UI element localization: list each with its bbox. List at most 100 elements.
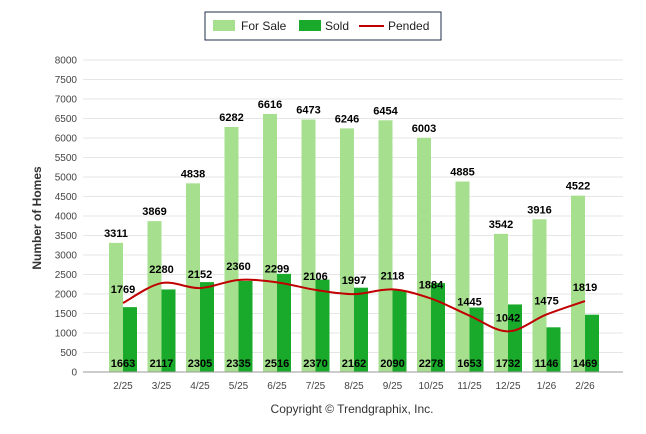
- for-sale-bar: [455, 181, 470, 372]
- for-sale-bar: [494, 233, 508, 372]
- pended-data-label: 1475: [534, 295, 558, 307]
- y-tick-label: 500: [60, 348, 77, 359]
- x-tick-label: 2/25: [113, 381, 133, 392]
- sold-bar: [123, 307, 137, 372]
- y-tick-label: 4000: [55, 212, 78, 223]
- for-sale-bar: [224, 127, 239, 372]
- for-sale-bar: [186, 183, 200, 372]
- for-sale-bar: [532, 219, 547, 372]
- y-tick-label: 5500: [55, 153, 78, 164]
- sold-bar: [508, 304, 522, 372]
- for-sale-bar: [301, 119, 316, 372]
- sold-bars: [123, 273, 599, 372]
- legend-box: [204, 11, 442, 41]
- legend: For Sale Sold Pended: [204, 11, 442, 41]
- for-sale-data-label: 6282: [219, 112, 243, 124]
- pended-data-label: 2299: [265, 263, 289, 275]
- for-sale-data-label: 3311: [104, 228, 128, 240]
- for-sale-data-label: 3869: [142, 206, 166, 218]
- for-sale-data-label: 4522: [566, 181, 590, 193]
- x-tick-label: 1/26: [537, 381, 557, 392]
- y-tick-label: 2000: [55, 290, 78, 301]
- sold-data-label: 1469: [573, 358, 597, 370]
- sold-bar: [277, 273, 291, 372]
- pended-data-label: 2152: [188, 269, 212, 281]
- legend-label-sold: Sold: [325, 19, 349, 33]
- sold-data-label: 1732: [496, 358, 520, 370]
- sold-bar: [354, 287, 368, 372]
- sold-data-label: 2335: [226, 358, 250, 370]
- y-tick-label: 1500: [55, 309, 78, 320]
- y-tick-label: 6500: [55, 114, 78, 125]
- y-tick-label: 7000: [55, 95, 78, 106]
- pended-data-label: 1445: [457, 297, 481, 309]
- legend-swatch-sold: [299, 20, 321, 31]
- y-tick-label: 3500: [55, 231, 78, 242]
- x-tick-label: 2/26: [575, 381, 595, 392]
- legend-label-pended: Pended: [388, 19, 429, 33]
- sold-data-label: 1146: [535, 358, 559, 370]
- pended-data-label: 2106: [303, 271, 327, 283]
- for-sale-bar: [109, 242, 123, 372]
- sold-data-label: 2278: [419, 358, 443, 370]
- y-axis-title: Number of Homes: [30, 166, 44, 270]
- y-tick-label: 7500: [55, 75, 78, 86]
- for-sale-bar: [263, 113, 277, 372]
- sold-bar: [392, 290, 407, 372]
- x-tick-label: 11/25: [457, 381, 482, 392]
- y-tick-label: 3000: [55, 251, 78, 262]
- x-axis-ticks: 2/25 3/25 4/25 5/25 6/25 7/25 8/25 9/25 10/25 11/…: [113, 381, 595, 392]
- x-tick-label: 8/25: [344, 381, 364, 392]
- sold-bar: [315, 279, 330, 372]
- y-tick-label: 0: [71, 368, 77, 379]
- data-labels: 3311 1663 1769 3869 2117 2280 4838 2305 2152 6282…: [104, 99, 597, 370]
- for-sale-data-label: 3542: [489, 219, 513, 231]
- for-sale-data-label: 6473: [296, 105, 320, 117]
- y-tick-label: 5000: [55, 173, 78, 184]
- for-sale-bar: [378, 120, 393, 372]
- x-tick-label: 3/25: [152, 381, 172, 392]
- sold-data-label: 2370: [303, 358, 327, 370]
- sold-bar: [161, 289, 176, 372]
- x-tick-label: 9/25: [383, 381, 403, 392]
- sold-data-label: 2305: [188, 358, 212, 370]
- pended-data-label: 1042: [496, 312, 520, 324]
- sold-bar: [238, 280, 253, 372]
- y-tick-label: 2500: [55, 270, 78, 281]
- sold-data-label: 2162: [342, 358, 366, 370]
- pended-data-label: 1997: [342, 275, 366, 287]
- sold-bar: [546, 327, 561, 372]
- legend-label-for-sale: For Sale: [241, 19, 287, 33]
- sold-data-label: 1663: [111, 358, 135, 370]
- y-tick-label: 6000: [55, 134, 78, 145]
- sold-bar: [469, 307, 484, 372]
- sold-data-label: 1653: [457, 358, 481, 370]
- x-tick-label: 6/25: [267, 381, 287, 392]
- legend-swatch-for-sale: [213, 20, 235, 31]
- sold-data-label: 2516: [265, 358, 289, 370]
- x-tick-label: 5/25: [229, 381, 249, 392]
- for-sale-data-label: 4838: [181, 168, 205, 180]
- for-sale-bars: [109, 113, 585, 372]
- pended-data-label: 1884: [419, 280, 444, 292]
- x-tick-label: 7/25: [306, 381, 326, 392]
- for-sale-data-label: 6246: [335, 113, 359, 125]
- for-sale-data-label: 4885: [450, 166, 474, 178]
- pended-data-label: 2360: [226, 261, 250, 273]
- for-sale-data-label: 6616: [258, 99, 282, 111]
- for-sale-data-label: 6003: [412, 123, 436, 135]
- sold-bar: [585, 314, 599, 372]
- pended-data-label: 1819: [573, 282, 597, 294]
- for-sale-bar: [417, 137, 431, 372]
- for-sale-data-label: 3916: [527, 204, 551, 216]
- x-tick-label: 10/25: [418, 381, 443, 392]
- x-tick-label: 12/25: [495, 381, 520, 392]
- y-tick-label: 8000: [55, 56, 78, 67]
- pended-line: [122, 278, 586, 333]
- y-axis-ticks: 0 500 1000 1500 2000 2500 3000 3500 4000 4500 5000…: [55, 56, 78, 379]
- sold-data-label: 2090: [380, 358, 404, 370]
- x-tick-label: 4/25: [190, 381, 210, 392]
- y-tick-label: 1000: [55, 329, 78, 340]
- pended-data-label: 2118: [381, 270, 405, 282]
